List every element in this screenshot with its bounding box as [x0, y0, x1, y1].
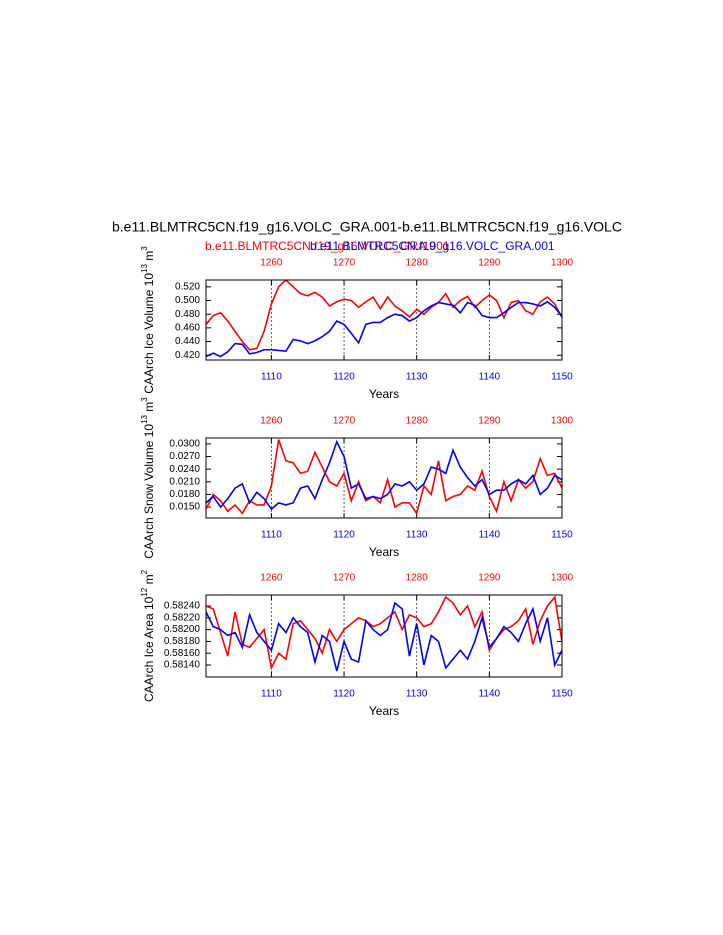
x-tick-label: 1140	[479, 689, 501, 700]
x-tick-label: 1120	[333, 689, 355, 700]
y-axis-label: CAArch Snow Volume 1013 m3	[140, 397, 156, 559]
x2-tick-label: 1270	[333, 258, 356, 269]
x-tick-label: 1140	[479, 372, 501, 383]
y-label-text: CAArch Snow Volume 10	[142, 424, 156, 559]
x2-tick-label: 1270	[333, 416, 356, 427]
x-tick-label: 1150	[551, 689, 573, 700]
x2-tick-label: 1260	[260, 258, 283, 269]
x2-tick-label: 1260	[260, 416, 283, 427]
x2-tick-label: 1290	[478, 573, 501, 584]
y-label-unit: m	[142, 251, 156, 264]
x2-tick-label: 1270	[333, 573, 356, 584]
subtitle-red: b.e11.BLMTRC5CN.f19_g16.VOLC_GRA.001	[205, 239, 450, 253]
x2-tick-label: 1280	[406, 258, 429, 269]
y-tick-label: 0.500	[175, 295, 200, 306]
y-label-unit-exp: 3	[140, 397, 149, 402]
x2-tick-label: 1290	[478, 416, 501, 427]
x2-tick-label: 1260	[260, 573, 283, 584]
y-label-exp: 13	[140, 264, 149, 273]
y-tick-label: 0.58200	[164, 624, 201, 635]
data-line	[206, 280, 562, 351]
x-axis-label: Years	[369, 545, 399, 559]
y-axis-label: CAArch Ice Volume 1013 m3	[140, 246, 156, 394]
x-tick-label: 1150	[551, 372, 573, 383]
x-tick-label: 1110	[261, 530, 282, 541]
y-tick-label: 0.58220	[164, 612, 201, 623]
y-tick-label: 0.440	[175, 336, 200, 347]
x-tick-label: 1120	[333, 530, 355, 541]
x-axis-label: Years	[369, 704, 399, 718]
data-line	[206, 439, 562, 511]
data-line	[206, 601, 562, 672]
data-line	[206, 300, 562, 358]
x2-tick-label: 1300	[551, 573, 574, 584]
title: b.e11.BLMTRC5CN.f19_g16.VOLC_GRA.001-b.e…	[112, 219, 622, 235]
y-tick-label: 0.0240	[169, 464, 200, 475]
x2-tick-label: 1290	[478, 258, 501, 269]
y-tick-label: 0.0210	[169, 476, 200, 487]
x-tick-label: 1110	[261, 689, 282, 700]
y-label-exp: 12	[140, 587, 149, 596]
plot-frame	[205, 437, 563, 519]
y-label-text: CAArch Ice Volume 10	[142, 273, 156, 394]
x-tick-label: 1120	[333, 372, 355, 383]
plot-frame	[205, 279, 563, 361]
y-tick-label: 0.460	[175, 323, 200, 334]
x2-tick-label: 1280	[406, 416, 429, 427]
y-label-unit: m	[142, 402, 156, 415]
y-tick-label: 0.0300	[169, 439, 200, 450]
x-tick-label: 1110	[261, 372, 282, 383]
y-tick-label: 0.0150	[169, 502, 200, 513]
x-tick-label: 1130	[406, 689, 428, 700]
y-label-exp: 13	[140, 415, 149, 424]
y-label-unit-exp: 2	[140, 569, 149, 574]
subtitle-blue: b.e11.BLMTRC5CN.f19_g16.VOLC_GRA.001	[310, 239, 555, 253]
x2-tick-label: 1300	[551, 416, 574, 427]
x-tick-label: 1130	[406, 530, 428, 541]
data-line	[206, 595, 562, 671]
y-tick-label: 0.420	[175, 350, 200, 361]
data-line	[206, 439, 562, 516]
y-label-text: CAArch Ice Area 10	[142, 596, 156, 702]
y-axis-label: CAArch Ice Area 1012 m2	[140, 569, 156, 702]
plot-frame	[205, 594, 563, 678]
x-tick-label: 1150	[551, 530, 573, 541]
y-tick-label: 0.58160	[164, 648, 201, 659]
x-axis-label: Years	[369, 387, 399, 401]
x2-tick-label: 1280	[406, 573, 429, 584]
y-tick-label: 0.58140	[164, 660, 201, 671]
y-tick-label: 0.58240	[164, 601, 201, 612]
y-tick-label: 0.0270	[169, 451, 200, 462]
y-tick-label: 0.480	[175, 309, 200, 320]
x2-tick-label: 1300	[551, 258, 574, 269]
x-tick-label: 1140	[479, 530, 501, 541]
y-label-unit-exp: 3	[140, 246, 149, 251]
y-tick-label: 0.58180	[164, 636, 201, 647]
y-tick-label: 0.520	[175, 281, 200, 292]
y-label-unit: m	[142, 574, 156, 587]
x-tick-label: 1130	[406, 372, 428, 383]
y-tick-label: 0.0180	[169, 489, 200, 500]
